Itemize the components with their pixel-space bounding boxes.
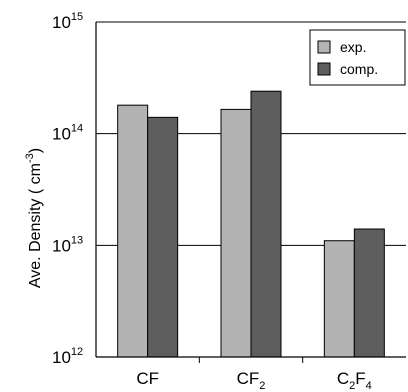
y-tick-label: 1015 — [52, 11, 83, 32]
y-tick-label: 1012 — [52, 346, 83, 367]
bar-exp — [323, 240, 355, 358]
axes — [95, 22, 406, 363]
bar-comp — [353, 228, 385, 358]
y-tick-label: 1013 — [52, 234, 83, 255]
y-axis-label: Ave. Density ( cm-3) — [24, 148, 44, 288]
bar-exp — [220, 108, 252, 358]
legend-swatch — [317, 40, 331, 54]
x-category-label: CF — [136, 369, 159, 388]
bar-comp — [250, 90, 282, 358]
y-tick-label: 1014 — [52, 123, 83, 144]
bar-exp — [117, 104, 149, 358]
legend-label: exp. — [340, 39, 366, 55]
legend-swatch — [317, 62, 331, 76]
legend-box — [309, 29, 406, 86]
bars — [117, 90, 385, 358]
bar-comp — [147, 116, 179, 358]
x-category-labels: CF CF2 C2F4 — [136, 369, 371, 392]
legend: exp. comp. — [309, 29, 406, 86]
x-category-label: CF2 — [237, 369, 266, 392]
legend-label: comp. — [340, 61, 378, 77]
y-tick-labels: 1012 1013 1014 1015 — [52, 11, 83, 367]
x-category-label: C2F4 — [337, 369, 372, 392]
